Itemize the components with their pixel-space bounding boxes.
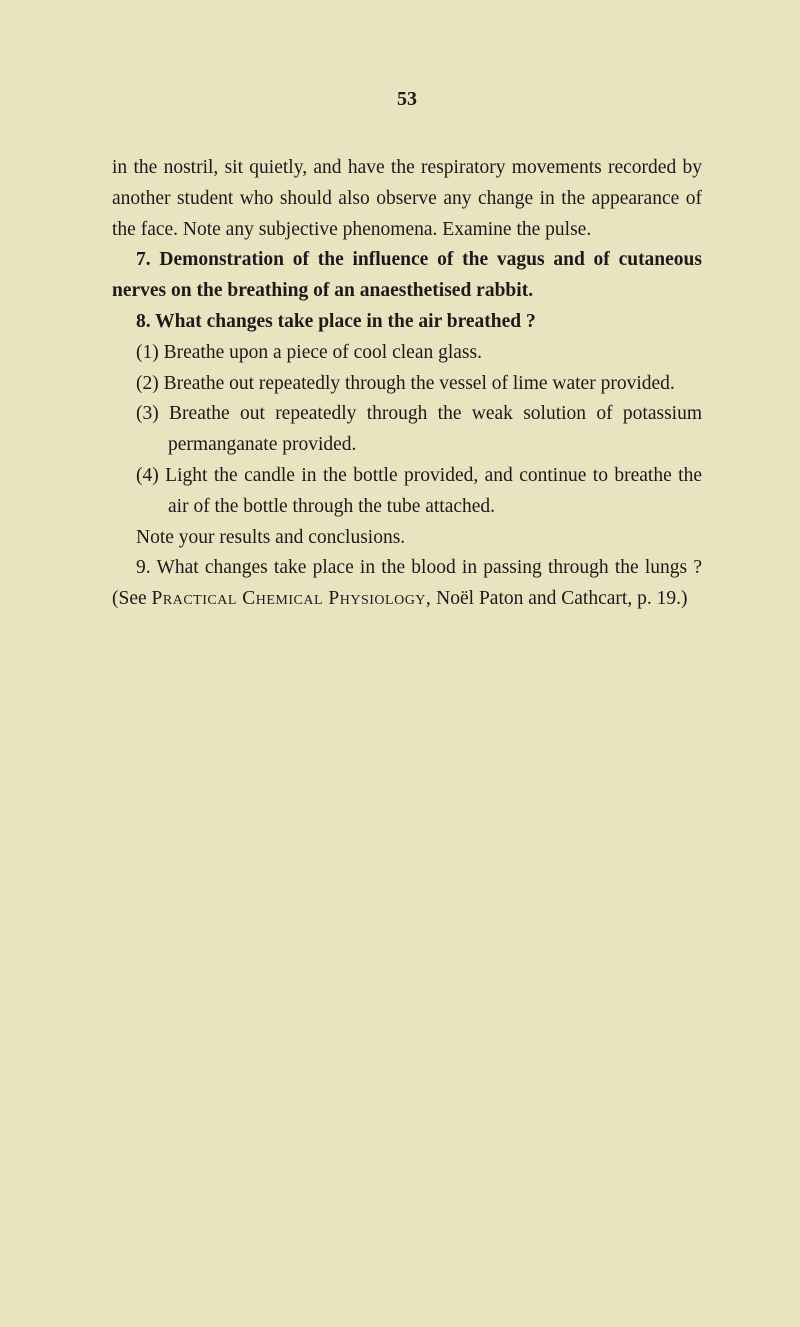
- paragraph-continuation: in the nostril, sit quietly, and have th…: [112, 153, 702, 245]
- sub-item-3: (3) Breathe out repeatedly through the w…: [112, 399, 702, 461]
- item-7: 7. Demonstration of the influence of the…: [112, 245, 702, 307]
- page-number: 53: [112, 88, 702, 111]
- item-7-text: 7. Demonstration of the influence of the…: [112, 249, 702, 301]
- item-9: 9. What changes take place in the blood …: [112, 553, 702, 615]
- note-line: Note your results and conclusions.: [112, 523, 702, 554]
- item-8-text: 8. What changes take place in the air br…: [136, 311, 536, 332]
- item-9-smallcaps: Practical Chemical Physiology,: [152, 588, 432, 609]
- item-8: 8. What changes take place in the air br…: [112, 307, 702, 338]
- item-9-text-b: Noël Paton and Cathcart, p. 19.): [431, 588, 687, 609]
- sub-item-2: (2) Breathe out repeatedly through the v…: [112, 369, 702, 400]
- sub-item-1: (1) Breathe upon a piece of cool clean g…: [112, 338, 702, 369]
- sub-item-4: (4) Light the candle in the bottle provi…: [112, 461, 702, 523]
